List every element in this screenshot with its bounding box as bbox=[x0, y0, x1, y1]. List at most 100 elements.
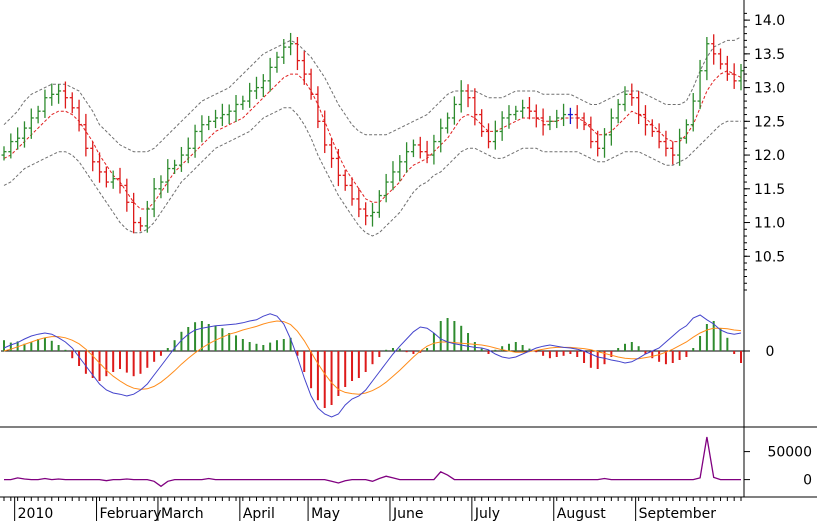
ohlc-bar bbox=[144, 200, 150, 233]
ohlc-bar bbox=[581, 112, 587, 131]
ohlc-bar bbox=[165, 159, 171, 193]
ohlc-bar bbox=[363, 202, 369, 226]
ohlc-bar bbox=[561, 103, 567, 127]
volume-tick-label: 0 bbox=[803, 473, 812, 489]
volume-tick-label: 50000 bbox=[767, 445, 812, 461]
ohlc-bar bbox=[356, 188, 362, 218]
ohlc-bar bbox=[533, 104, 539, 128]
ohlc-bar bbox=[308, 68, 314, 100]
ohlc-bar bbox=[499, 111, 505, 141]
ohlc-bar bbox=[431, 134, 437, 165]
ohlc-bar bbox=[718, 48, 724, 70]
ohlc-bar bbox=[567, 107, 573, 125]
ohlc-bar bbox=[520, 99, 526, 118]
ohlc-bar bbox=[513, 105, 519, 120]
ohlc-bar bbox=[656, 123, 662, 149]
ohlc-bar bbox=[690, 92, 696, 132]
ohlc-bar bbox=[642, 105, 648, 136]
month-label: March bbox=[161, 506, 204, 521]
month-label: May bbox=[311, 506, 340, 521]
ohlc-bar bbox=[83, 113, 89, 157]
ohlc-bar bbox=[110, 170, 116, 189]
price-tick-label: 14.0 bbox=[754, 13, 785, 29]
ohlc-bar bbox=[199, 115, 205, 143]
ohlc-bar bbox=[151, 178, 157, 218]
price-panel bbox=[1, 32, 744, 237]
ohlc-bar bbox=[636, 90, 642, 125]
ohlc-bar bbox=[206, 115, 212, 131]
oscillator-panel bbox=[1, 313, 744, 418]
ohlc-bar bbox=[547, 115, 553, 131]
ohlc-bar bbox=[213, 109, 219, 129]
ohlc-bar bbox=[677, 128, 683, 166]
ohlc-bar bbox=[274, 51, 280, 73]
price-tick-label: 13.5 bbox=[754, 47, 785, 63]
ohlc-bar bbox=[629, 83, 635, 106]
ohlc-bar bbox=[595, 130, 601, 157]
ohlc-bar bbox=[479, 109, 485, 137]
ohlc-bar bbox=[97, 152, 103, 183]
signal-slow-line bbox=[3, 320, 742, 395]
price-tick-label: 12.0 bbox=[754, 148, 785, 164]
price-tick-label: 11.0 bbox=[754, 216, 785, 232]
ohlc-bar bbox=[622, 86, 628, 112]
ohlc-bar bbox=[69, 92, 75, 114]
oscillator-zero-label: 0 bbox=[766, 344, 775, 360]
ohlc-bar bbox=[472, 88, 478, 126]
ohlc-bar bbox=[137, 217, 143, 232]
ohlc-bar bbox=[492, 120, 498, 150]
ohlc-bar bbox=[90, 141, 96, 172]
month-label: 2010 bbox=[18, 506, 54, 521]
ohlc-bar bbox=[711, 34, 717, 65]
ohlc-bar bbox=[738, 63, 744, 91]
ohlc-bar bbox=[124, 178, 130, 212]
month-label: July bbox=[474, 506, 500, 521]
month-label: April bbox=[243, 506, 275, 521]
ohlc-bar bbox=[240, 95, 246, 110]
ohlc-bar bbox=[76, 99, 82, 132]
ohlc-bar bbox=[404, 142, 410, 173]
ohlc-bar bbox=[608, 108, 614, 146]
price-tick-label: 11.5 bbox=[754, 182, 785, 198]
ohlc-bar bbox=[451, 96, 457, 125]
price-tick-label: 10.5 bbox=[754, 249, 785, 265]
ohlc-bar bbox=[554, 109, 560, 129]
month-label: February bbox=[100, 506, 162, 521]
ohlc-bar bbox=[410, 139, 416, 158]
price-tick-label: 13.0 bbox=[754, 81, 785, 97]
ohlc-bar bbox=[8, 133, 14, 159]
ohlc-bar bbox=[172, 159, 178, 174]
ohlc-bar bbox=[424, 140, 430, 164]
ohlc-bar bbox=[683, 119, 689, 144]
ohlc-bar bbox=[158, 175, 164, 199]
ohlc-bar bbox=[42, 89, 48, 118]
month-label: June bbox=[392, 506, 424, 521]
volume-panel bbox=[4, 436, 741, 488]
ohlc-bar bbox=[301, 51, 307, 85]
ohlc-bar bbox=[342, 169, 348, 191]
month-label: August bbox=[557, 506, 607, 521]
ohlc-bar bbox=[35, 105, 41, 124]
ohlc-bar bbox=[267, 57, 273, 92]
ohlc-bar bbox=[281, 39, 287, 64]
lower-envelope-line bbox=[3, 107, 741, 237]
ohlc-bar bbox=[192, 124, 198, 158]
ohlc-bar bbox=[21, 121, 27, 148]
ohlc-bar bbox=[390, 161, 396, 191]
ohlc-bar bbox=[445, 112, 451, 134]
ohlc-bar bbox=[383, 173, 389, 203]
ohlc-bar bbox=[724, 55, 730, 81]
ohlc-bar bbox=[247, 82, 253, 108]
ohlc-bar bbox=[506, 105, 512, 129]
ohlc-bar bbox=[438, 118, 444, 153]
ohlc-bar bbox=[28, 108, 34, 139]
month-label: September bbox=[639, 506, 717, 521]
ohlc-bar bbox=[397, 155, 403, 182]
ohlc-bar bbox=[349, 177, 355, 206]
ohlc-bar bbox=[131, 192, 137, 234]
upper-envelope-line bbox=[3, 36, 742, 153]
ohlc-bar bbox=[588, 116, 594, 149]
moving-average-line bbox=[3, 70, 742, 210]
